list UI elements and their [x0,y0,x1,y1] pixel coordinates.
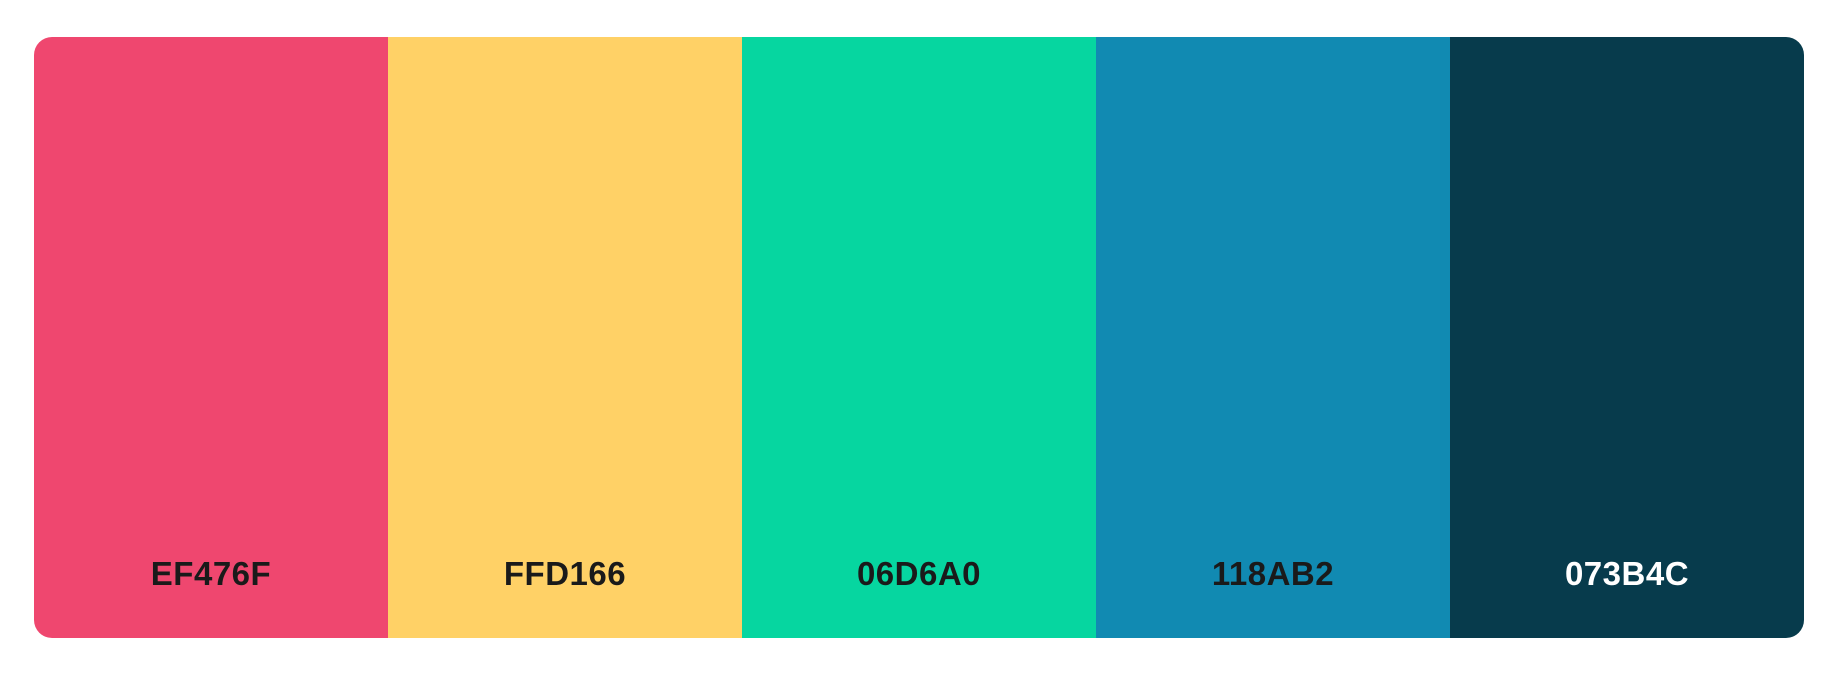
hex-code-label: FFD166 [503,555,627,592]
hex-code-label: EF476F [150,555,272,592]
hex-code-label: 06D6A0 [856,555,982,592]
color-swatch-5[interactable]: 073B4C [1450,37,1804,638]
hex-code-label: 118AB2 [1211,555,1335,592]
color-swatch-1[interactable]: EF476F [34,37,388,638]
color-palette: EF476F FFD166 06D6A0 118AB2 073B4C [34,37,1804,638]
color-swatch-3[interactable]: 06D6A0 [742,37,1096,638]
color-swatch-2[interactable]: FFD166 [388,37,742,638]
hex-code-label: 073B4C [1564,555,1690,592]
color-swatch-4[interactable]: 118AB2 [1096,37,1450,638]
